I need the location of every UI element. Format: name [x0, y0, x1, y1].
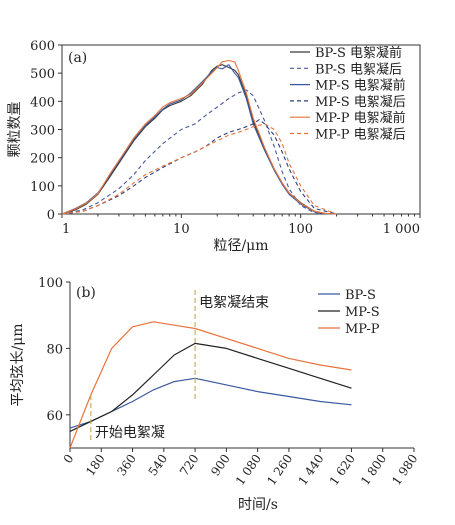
legend-label: BP-S 电絮凝前 [315, 45, 402, 61]
x-tick-label: 1 440 [295, 452, 326, 488]
annotation-end: 电絮凝结束 [199, 294, 269, 311]
legend-label: MP-P [345, 322, 380, 337]
series-line [61, 89, 337, 215]
series-line [61, 119, 337, 215]
y-tick-label: 300 [30, 124, 55, 139]
x-tick-label: 1 800 [358, 452, 389, 488]
y-tick-label: 60 [46, 409, 63, 424]
series-line [61, 64, 337, 215]
legend-label: BP-S 电絮凝后 [315, 61, 402, 77]
legend-label: MP-P 电絮凝后 [315, 127, 406, 143]
panel-label: (b) [76, 285, 96, 301]
legend-label: MP-S 电絮凝前 [315, 78, 406, 94]
x-tick-label: 360 [114, 452, 139, 479]
series-line [61, 123, 337, 215]
legend-label: MP-S [345, 305, 380, 320]
y-axis-label: 平均弦长/μm [10, 323, 26, 406]
x-tick-label: 10 [173, 222, 190, 237]
legend-label: MP-S 电絮凝后 [315, 94, 406, 110]
panel-label: (a) [68, 50, 87, 66]
legend-label: BP-S [345, 288, 376, 303]
y-tick-label: 400 [30, 95, 55, 110]
x-tick-label: 540 [146, 452, 171, 479]
x-tick-label: 1 260 [264, 452, 295, 488]
x-tick-label: 180 [83, 452, 108, 479]
annotation-start: 开始电絮凝 [95, 424, 165, 441]
y-tick-label: 500 [30, 67, 55, 82]
series-line [69, 377, 352, 429]
x-tick-label: 720 [177, 452, 202, 479]
x-tick-label: 100 [288, 222, 313, 237]
y-axis-label: 颗粒数量 [7, 102, 23, 158]
panel-a: 0 100 200 300 400 500 600 1 10 100 1 000 (a) 粒径/μm 颗粒… [7, 39, 421, 254]
x-tick-label: 1 980 [389, 452, 420, 488]
x-tick-label: 1 [62, 222, 70, 237]
legend-label: MP-P 电絮凝前 [315, 110, 406, 126]
series-line [61, 59, 337, 215]
y-tick-label: 200 [30, 152, 55, 167]
y-tick-label: 100 [38, 276, 63, 291]
x-axis-label: 时间/s [238, 497, 278, 513]
series-line [69, 321, 352, 449]
x-tick-label: 1 080 [233, 452, 264, 488]
y-tick-label: 100 [30, 180, 55, 195]
y-tick-label: 80 [46, 342, 63, 357]
x-tick-label: 1 000 [383, 222, 420, 237]
x-tick-label: 0 [61, 452, 77, 466]
x-tick-label: 900 [208, 452, 233, 479]
x-axis-label: 粒径/μm [213, 238, 268, 254]
series-line [69, 342, 352, 432]
x-tick-label: 1 620 [327, 452, 358, 488]
y-tick-label: 600 [30, 39, 55, 54]
y-tick-label: 0 [47, 208, 55, 223]
